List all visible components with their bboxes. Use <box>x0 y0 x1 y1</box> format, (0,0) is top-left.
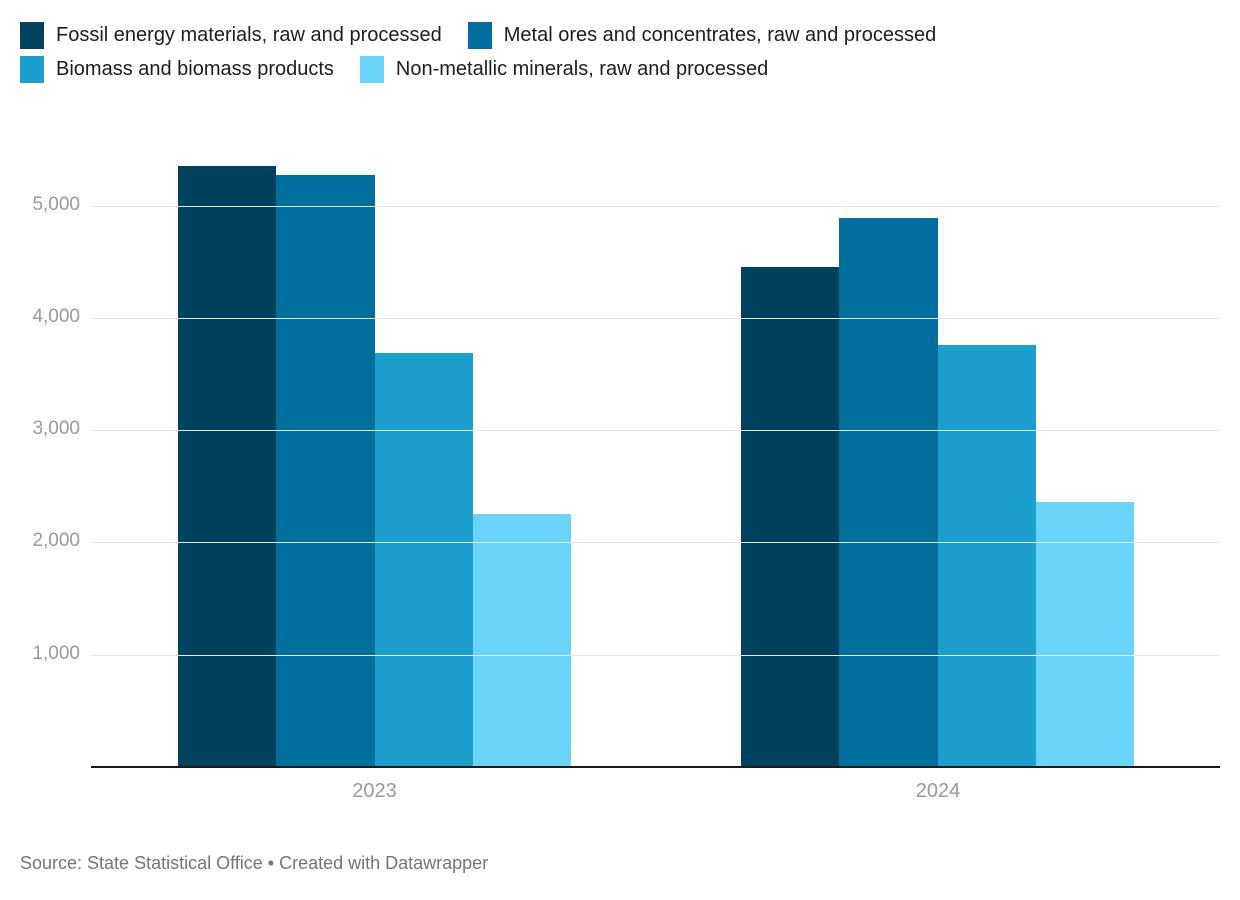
gridline <box>91 654 1220 656</box>
bar-2024-series-1[interactable] <box>839 218 938 767</box>
legend-swatch-icon <box>20 22 44 49</box>
gridline <box>91 542 1220 544</box>
gridline <box>91 317 1220 319</box>
y-axis-tick-label: 4,000 <box>32 305 80 327</box>
legend-label: Biomass and biomass products <box>56 58 334 80</box>
y-axis-tick-label: 3,000 <box>32 418 80 440</box>
y-axis-tick-label: 1,000 <box>32 642 80 664</box>
legend-swatch-icon <box>20 56 44 83</box>
legend-item-2: Biomass and biomass products <box>20 56 334 83</box>
gridline <box>91 205 1220 207</box>
legend-item-1: Metal ores and concentrates, raw and pro… <box>467 22 937 49</box>
x-axis-line <box>91 766 1220 768</box>
legend-item-3: Non-metallic minerals, raw and processed <box>359 56 769 83</box>
legend-label: Non-metallic minerals, raw and processed <box>395 58 769 80</box>
chart-legend: Fossil energy materials, raw and process… <box>20 22 1120 83</box>
legend-swatch-icon <box>467 22 492 49</box>
bar-2023-series-3[interactable] <box>472 514 571 767</box>
gridline <box>91 430 1220 432</box>
bar-2024-series-2[interactable] <box>937 344 1036 767</box>
legend-label: Metal ores and concentrates, raw and pro… <box>503 24 937 46</box>
legend-swatch-icon <box>359 56 384 83</box>
legend-item-0: Fossil energy materials, raw and process… <box>20 22 442 49</box>
x-axis-label-2023: 2023 <box>352 780 397 802</box>
bar-2024-series-0[interactable] <box>741 267 840 767</box>
y-axis-tick-label: 5,000 <box>32 193 80 215</box>
source-attribution: Source: State Statistical Office • Creat… <box>20 853 489 873</box>
y-axis-tick-label: 2,000 <box>32 530 80 552</box>
bar-2023-series-2[interactable] <box>374 352 473 767</box>
x-axis-label-2024: 2024 <box>915 780 961 802</box>
legend-label: Fossil energy materials, raw and process… <box>56 24 442 46</box>
bar-2023-series-0[interactable] <box>178 166 277 767</box>
bar-2024-series-3[interactable] <box>1035 502 1134 767</box>
bar-2023-series-1[interactable] <box>276 175 375 767</box>
